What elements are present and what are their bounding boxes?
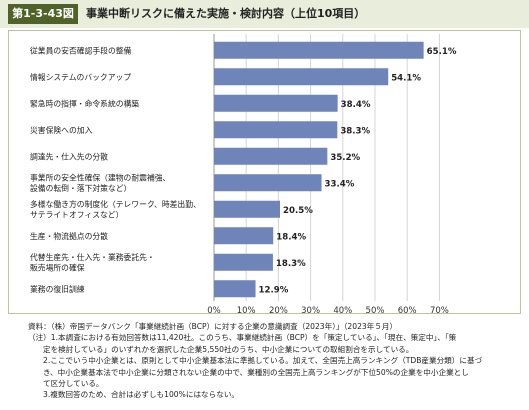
category-label: 設備の転倒・落下対策など） [30, 183, 131, 193]
category-labels: 従業員の安否確認手段の整備情報システムのバックアップ緊急時の指揮・命令系統の構築… [30, 45, 201, 294]
bar [214, 227, 274, 245]
value-label: 18.4% [276, 232, 306, 242]
value-label: 20.5% [283, 206, 313, 216]
bar [214, 94, 338, 112]
category-label: 業務の復旧訓練 [30, 284, 85, 294]
x-tick-label: 30% [301, 306, 320, 316]
note-line: 2.ここでいう中小企業とは、原則として中小企業基本法に準拠している。加えて、全国… [43, 356, 483, 366]
bar [214, 68, 389, 86]
note-line: 資料：（株）帝国データバンク「事業継続計画（BCP）に対する企業の意識調査（20… [28, 322, 398, 331]
value-label: 38.3% [340, 126, 370, 136]
note-line: 3.複数回答のため、合計は必ずしも100%にはならない。 [43, 390, 240, 400]
category-label: 多様な働き方の制度化（テレワーク、時差出勤、 [30, 199, 201, 209]
category-label: 生産・物流拠点の分散 [30, 231, 108, 241]
x-axis-ticks: 0% 10% 20% 30% 40% 50% 60% 70% [207, 306, 449, 316]
category-label: 緊急時の指揮・命令系統の構築 [30, 98, 139, 108]
bar [214, 253, 273, 271]
x-tick-label: 20% [269, 306, 288, 316]
value-label: 65.1% [427, 47, 457, 57]
figure-header: 第1-3-43図 事業中断リスクに備えた実施・検討内容（上位10項目） [0, 0, 529, 28]
figure-title: 事業中断リスクに備えた実施・検討内容（上位10項目） [86, 7, 366, 20]
note-line: 定を検討している」のいずれかを選択した企業5,550社のうち、中小企業についての… [43, 344, 414, 354]
value-label: 12.9% [259, 285, 289, 295]
x-tick-label: 10% [237, 306, 256, 316]
note-line: き、中小企業基本法で中小企業に分類されない企業の中で、業種別の全国売上高ランキン… [43, 367, 469, 377]
category-label: 災害保険への加入 [30, 125, 93, 135]
category-label: 従業員の安否確認手段の整備 [30, 45, 132, 55]
value-label: 18.3% [276, 259, 306, 269]
bar [214, 174, 322, 192]
bar [214, 121, 338, 139]
value-label: 33.4% [325, 179, 355, 189]
bar [214, 41, 424, 59]
category-label: 調達先・仕入先の分散 [30, 151, 108, 161]
category-label: 情報システムのバックアップ [30, 72, 131, 82]
category-label: 販売場所の確保 [30, 263, 85, 273]
note-line: て区分している。 [43, 379, 104, 389]
x-tick-label: 40% [333, 306, 352, 316]
note-line: （注）1.本調査における有効回答数は11,420社。このうち、事業継続計画（BC… [28, 333, 457, 343]
source-notes: 資料：（株）帝国データバンク「事業継続計画（BCP）に対する企業の意識調査（20… [28, 321, 522, 401]
x-tick-label: 0% [207, 306, 221, 316]
bars [214, 41, 424, 298]
bar [214, 280, 256, 298]
bar [214, 200, 281, 218]
category-label: 事業所の安全性確保（建物の耐震補強、 [30, 173, 170, 183]
x-tick-label: 60% [398, 306, 417, 316]
bar [214, 147, 328, 165]
value-labels: 65.1% 54.1% 38.4% 38.3% 35.2% 33.4% 20.5% 18.4%… [259, 47, 457, 296]
x-tick-label: 70% [430, 306, 449, 316]
bar-chart: 従業員の安否確認手段の整備情報システムのバックアップ緊急時の指揮・命令系統の構築… [30, 34, 457, 316]
value-label: 38.4% [341, 100, 371, 110]
value-label: 35.2% [330, 153, 360, 163]
x-tick-label: 50% [366, 306, 385, 316]
category-label: 代替生産先・仕入先・業務委託先・ [30, 252, 155, 262]
category-label: サテライトオフィスなど） [30, 211, 123, 220]
value-label: 54.1% [391, 73, 421, 83]
figure-number: 第1-3-43図 [8, 4, 78, 24]
